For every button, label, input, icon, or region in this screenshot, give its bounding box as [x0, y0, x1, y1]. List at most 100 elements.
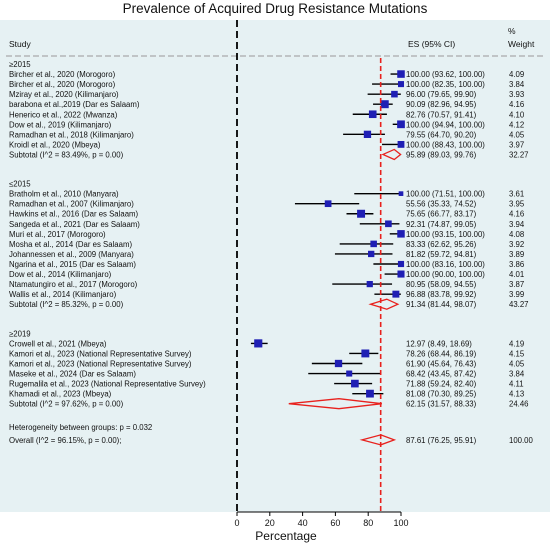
effect-size-marker — [363, 130, 372, 138]
effect-size-marker — [361, 349, 370, 358]
effect-size-value: 82.76 (70.57, 91.41) — [406, 110, 477, 119]
study-weight: 4.01 — [509, 270, 524, 279]
effect-size-value: 55.56 (35.33, 74.52) — [406, 200, 477, 209]
effect-size-value: 100.00 (90.00, 100.00) — [406, 270, 485, 279]
chart-title: Prevalence of Acquired Drug Resistance M… — [123, 1, 428, 16]
overall-label: Overall (I^2 = 96.15%, p = 0.00); — [9, 436, 121, 445]
effect-size-value: 96.88 (83.78, 99.92) — [406, 290, 477, 299]
study-weight: 3.94 — [509, 220, 525, 229]
subtotal-diamond — [288, 398, 382, 410]
effect-size-marker — [380, 100, 389, 109]
effect-size-marker — [397, 120, 405, 129]
study-label: Ngarina et al., 2015 (Dar es Salaam) — [9, 260, 136, 269]
effect-size-marker — [324, 200, 332, 208]
group-heading: ≥2015 — [9, 60, 31, 69]
study-label: Bratholm et al., 2010 (Manyara) — [9, 190, 119, 199]
effect-size-value: 92.31 (74.87, 99.05) — [406, 220, 477, 229]
effect-size-marker — [391, 90, 398, 98]
x-tick-label: 40 — [298, 518, 308, 528]
effect-size-value: 79.55 (64.70, 90.20) — [406, 130, 477, 139]
study-label: Kamori et al., 2023 (National Representa… — [9, 349, 192, 358]
study-label: Ramadhan et al., 2007 (Kilimanjaro) — [9, 200, 134, 209]
study-weight: 4.05 — [509, 359, 525, 368]
subtotal-label: Subtotal (I^2 = 97.62%, p = 0.00) — [9, 400, 124, 409]
study-label: Ramadhan et al., 2018 (Kilimanjaro) — [9, 130, 134, 139]
study-weight: 4.16 — [509, 210, 524, 219]
effect-size-marker — [346, 370, 353, 377]
study-column-header: Study — [9, 39, 31, 49]
study-weight: 4.05 — [509, 130, 525, 139]
effect-size-value: 100.00 (82.35, 100.00) — [406, 80, 485, 89]
x-axis-label: Percentage — [255, 529, 317, 543]
effect-size-marker — [385, 220, 392, 228]
subtotal-weight: 43.27 — [509, 300, 529, 309]
effect-size-marker — [398, 191, 404, 196]
effect-size-value: 61.90 (45.64, 76.43) — [406, 359, 477, 368]
study-weight: 4.13 — [509, 390, 524, 399]
study-label: Crowell et al., 2021 (Mbeya) — [9, 339, 107, 348]
study-label: Muri et al., 2017 (Morogoro) — [9, 230, 106, 239]
study-label: Bircher et al., 2020 (Morogoro) — [9, 80, 116, 89]
weight-column-header-label: Weight — [508, 39, 535, 49]
study-label: barabona et al.,2019 (Dar es Salaam) — [9, 100, 140, 109]
effect-size-value: 68.42 (43.45, 87.42) — [406, 370, 477, 379]
effect-size-value: 100.00 (93.62, 100.00) — [406, 70, 485, 79]
x-tick-label: 60 — [330, 518, 340, 528]
study-label: Henerico et al., 2022 (Mwanza) — [9, 110, 118, 119]
plot-background — [0, 20, 550, 512]
effect-size-marker — [254, 339, 263, 348]
study-label: Hawkins et al., 2016 (Dar es Salaam) — [9, 210, 139, 219]
effect-size-marker — [397, 70, 405, 78]
study-weight: 4.10 — [509, 110, 525, 119]
weight-column-header-symbol: % — [508, 26, 516, 36]
x-tick-label: 20 — [265, 518, 275, 528]
study-label: Sangeda et al., 2021 (Dar es Salaam) — [9, 220, 140, 229]
effect-size-value: 71.88 (59.24, 82.40) — [406, 380, 477, 389]
effect-size-value: 96.00 (79.65, 99.90) — [406, 90, 477, 99]
study-label: Mosha et al., 2014 (Dar es Salaam) — [9, 240, 132, 249]
subtotal-value: 62.15 (31.57, 88.33) — [406, 400, 477, 409]
study-label: Dow et al., 2014 (Kilimanjaro) — [9, 270, 112, 279]
effect-size-value: 100.00 (88.43, 100.00) — [406, 140, 485, 149]
x-tick-label: 0 — [234, 518, 239, 528]
x-tick-label: 100 — [393, 518, 408, 528]
subtotal-diamond — [381, 148, 402, 161]
study-label: Ntamatungiro et al., 2017 (Morogoro) — [9, 280, 138, 289]
effect-size-value: 81.82 (59.72, 94.81) — [406, 250, 477, 259]
study-label: Bircher et al., 2020 (Morogoro) — [9, 70, 116, 79]
study-weight: 4.16 — [509, 100, 524, 109]
study-weight: 3.87 — [509, 280, 524, 289]
study-weight: 4.11 — [509, 380, 524, 389]
study-weight: 3.86 — [509, 260, 524, 269]
overall-value: 87.61 (76.25, 95.91) — [406, 436, 477, 445]
study-weight: 4.19 — [509, 339, 524, 348]
study-label: Dow et al., 2019 (Kilimanjaro) — [9, 120, 112, 129]
study-weight: 4.12 — [509, 120, 524, 129]
effect-size-value: 81.08 (70.30, 89.25) — [406, 390, 477, 399]
subtotal-weight: 24.46 — [509, 400, 529, 409]
effect-size-marker — [370, 240, 377, 248]
study-weight: 3.97 — [509, 140, 524, 149]
heterogeneity-text: Heterogeneity between groups: p = 0.032 — [9, 423, 152, 432]
effect-size-marker — [357, 209, 366, 218]
effect-size-marker — [368, 110, 377, 119]
x-tick-label: 80 — [363, 518, 373, 528]
effect-size-marker — [397, 140, 405, 148]
study-weight: 3.93 — [509, 90, 524, 99]
study-label: Wallis et al., 2014 (Kilimanjaro) — [9, 290, 117, 299]
effect-size-marker — [392, 290, 400, 298]
study-weight: 3.99 — [509, 290, 524, 299]
study-label: Kamori et al., 2023 (National Representa… — [9, 359, 192, 368]
subtotal-weight: 32.27 — [509, 150, 529, 159]
effect-size-value: 80.95 (58.09, 94.55) — [406, 280, 477, 289]
study-label: Rugemalila et al., 2023 (National Repres… — [9, 380, 206, 389]
group-heading: ≥2019 — [9, 329, 31, 338]
overall-diamond — [359, 434, 397, 446]
effect-size-marker — [334, 359, 343, 368]
effect-size-marker — [366, 389, 374, 398]
study-weight: 4.09 — [509, 70, 524, 79]
effect-size-value: 100.00 (94.94, 100.00) — [406, 120, 485, 129]
effect-size-marker — [366, 280, 373, 288]
